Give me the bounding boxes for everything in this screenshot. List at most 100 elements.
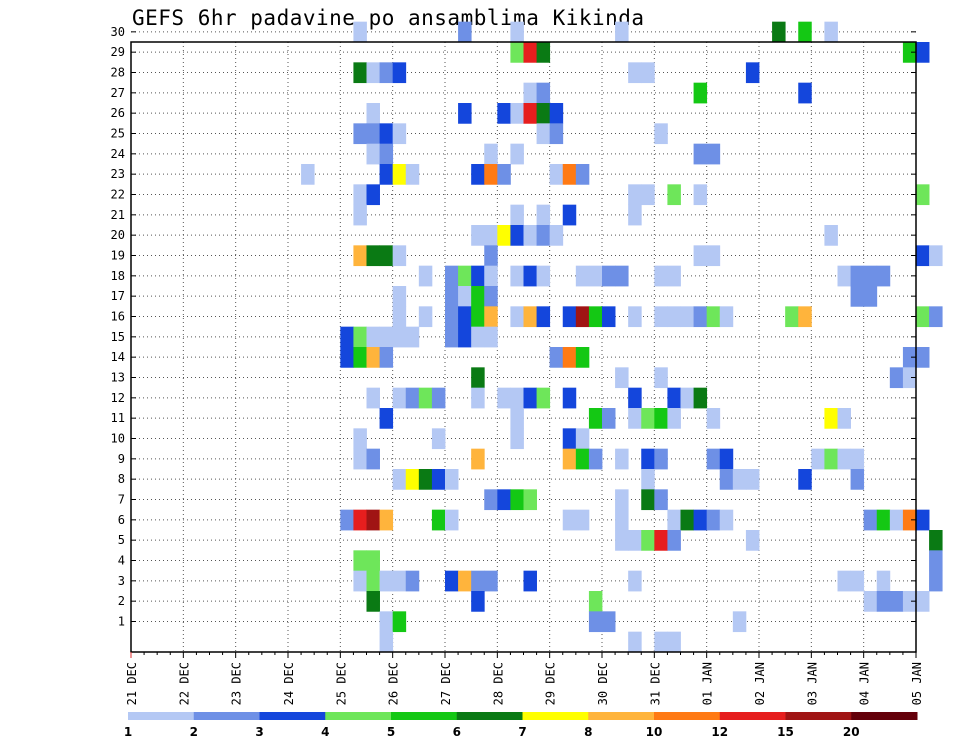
y-tick-label: 2: [118, 594, 125, 608]
heatmap-cell: [719, 469, 734, 490]
heatmap-cell: [902, 347, 917, 368]
heatmap-cell: [484, 143, 498, 165]
heatmap-cell: [510, 489, 524, 511]
heatmap-cell: [667, 530, 681, 551]
heatmap-cell: [785, 306, 799, 328]
heatmap-cell: [654, 631, 668, 653]
heatmap-cell: [876, 265, 891, 287]
heatmap-cell: [615, 530, 629, 551]
heatmap-cell: [353, 428, 367, 450]
heatmap-cell: [549, 123, 564, 145]
heatmap-cell: [575, 306, 590, 328]
y-tick-label: 13: [111, 371, 125, 385]
heatmap-cell: [549, 225, 564, 246]
heatmap-cell: [615, 509, 629, 531]
x-tick-label: 27 DEC: [439, 662, 453, 705]
heatmap-cell: [445, 306, 459, 328]
heatmap-cell: [523, 42, 537, 63]
heatmap-cell: [615, 265, 629, 287]
heatmap-cell: [929, 530, 943, 551]
legend-label: 2: [190, 725, 198, 739]
heatmap-cell: [641, 184, 655, 206]
heatmap-cell: [366, 103, 380, 124]
heatmap-cell: [641, 408, 655, 429]
legend-swatch: [719, 712, 786, 720]
heatmap-cell: [484, 489, 498, 511]
heatmap-cell: [379, 245, 394, 267]
heatmap-cell: [575, 164, 590, 185]
x-tick-label: 28 DEC: [491, 662, 505, 705]
y-tick-label: 29: [111, 45, 125, 59]
heatmap-cell: [562, 428, 577, 450]
heatmap-cell: [693, 184, 708, 206]
heatmap-cell: [615, 448, 629, 470]
y-tick-label: 3: [118, 574, 125, 588]
heatmap-cell: [693, 306, 708, 328]
heatmap-cell: [445, 265, 459, 287]
heatmap-cell: [536, 103, 551, 124]
heatmap-cell: [471, 570, 485, 592]
heatmap-cell: [562, 448, 577, 470]
heatmap-cell: [628, 184, 642, 206]
heatmap-cell: [693, 509, 708, 531]
heatmap-cell: [850, 469, 865, 490]
heatmap-cell: [471, 265, 485, 287]
heatmap-cell: [641, 530, 655, 551]
heatmap-cell: [837, 265, 851, 287]
heatmap-cell: [458, 306, 472, 328]
heatmap-cell: [719, 306, 734, 328]
heatmap-cell: [484, 326, 498, 348]
y-tick-label: 25: [111, 127, 125, 141]
heatmap-cell: [889, 591, 904, 612]
heatmap-cell: [510, 306, 524, 328]
y-tick-label: 24: [111, 147, 125, 161]
heatmap-cell: [510, 42, 524, 63]
heatmap-cell: [510, 265, 524, 287]
heatmap-cell: [575, 347, 590, 368]
y-tick-label: 10: [111, 432, 125, 446]
heatmap-cell: [667, 265, 681, 287]
heatmap-cell: [497, 164, 511, 185]
heatmap-cell: [837, 408, 851, 429]
legend-label: 20: [843, 725, 860, 739]
heatmap-cell: [588, 591, 603, 612]
heatmap-cell: [706, 408, 721, 429]
heatmap-cell: [379, 570, 394, 592]
heatmap-cell: [471, 286, 485, 307]
legend-label: 5: [387, 725, 395, 739]
heatmap-cell: [366, 387, 380, 409]
heatmap-cell: [641, 62, 655, 84]
y-tick-label: 19: [111, 249, 125, 263]
heatmap-cell: [536, 204, 551, 226]
heatmap-cell: [602, 611, 616, 633]
legend-swatch: [522, 712, 589, 720]
legend-swatch: [259, 712, 326, 720]
heatmap-cell: [536, 225, 551, 246]
heatmap-cell: [523, 225, 537, 246]
heatmap-cell: [418, 306, 433, 328]
heatmap-cell: [379, 326, 394, 348]
heatmap-cell: [366, 326, 380, 348]
heatmap-cell: [706, 245, 721, 267]
heatmap-cell: [798, 21, 812, 43]
heatmap-cell: [641, 469, 655, 490]
heatmap-cell: [667, 184, 681, 206]
heatmap-cell: [680, 306, 694, 328]
heatmap-cell: [458, 103, 472, 124]
heatmap-cell: [366, 62, 380, 84]
legend-label: 15: [777, 725, 794, 739]
heatmap-cell: [392, 387, 407, 409]
heatmap-cell: [484, 286, 498, 307]
heatmap-cell: [902, 591, 917, 612]
heatmap-cell: [549, 164, 564, 185]
y-tick-label: 22: [111, 188, 125, 202]
heatmap-cell: [379, 164, 394, 185]
heatmap-cell: [510, 387, 524, 409]
heatmap-cell: [497, 103, 511, 124]
heatmap-cell: [916, 184, 930, 206]
heatmap-cell: [706, 509, 721, 531]
heatmap-cell: [850, 448, 865, 470]
x-tick-label: 23 DEC: [230, 662, 244, 705]
heatmap-cell: [484, 265, 498, 287]
heatmap-cell: [602, 306, 616, 328]
